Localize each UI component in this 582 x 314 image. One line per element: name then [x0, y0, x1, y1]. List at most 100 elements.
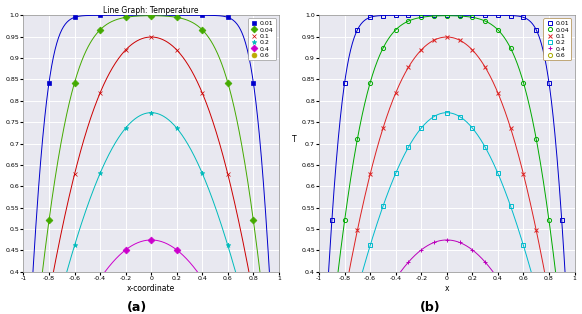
0.01	[520, 15, 527, 19]
Title: Line Graph: Temperature: Line Graph: Temperature	[104, 6, 199, 14]
Line: 0.1: 0.1	[21, 35, 281, 314]
0.01	[354, 28, 361, 32]
0.2	[507, 204, 514, 208]
0.01	[45, 81, 52, 84]
0.01	[250, 81, 257, 84]
0.4	[418, 248, 425, 252]
0.2	[173, 126, 180, 130]
0.1	[250, 293, 257, 297]
Line: 0.4: 0.4	[317, 238, 577, 314]
0.1	[367, 172, 374, 176]
0.2	[494, 171, 501, 175]
0.1	[469, 48, 476, 52]
0.1	[45, 293, 52, 297]
0.04	[443, 14, 450, 18]
0.1	[482, 65, 489, 69]
0.04	[199, 28, 206, 32]
0.04	[71, 81, 78, 84]
0.4	[405, 260, 412, 264]
0.04	[224, 81, 231, 84]
Line: 0.2: 0.2	[317, 111, 577, 314]
0.2	[392, 171, 399, 175]
Line: 0.01: 0.01	[317, 13, 577, 314]
0.04	[482, 19, 489, 23]
Y-axis label: T: T	[292, 135, 297, 143]
0.01	[418, 14, 425, 17]
Line: 0.1: 0.1	[317, 35, 577, 314]
Legend: 0.01, 0.04, 0.1, 0.2, 0.4, 0.6: 0.01, 0.04, 0.1, 0.2, 0.4, 0.6	[247, 19, 276, 60]
0.1	[533, 228, 540, 232]
Line: 0.01: 0.01	[21, 13, 281, 314]
0.1	[379, 127, 386, 130]
0.1	[443, 35, 450, 39]
0.1	[173, 48, 180, 52]
Text: (a): (a)	[127, 301, 147, 314]
0.4	[456, 241, 463, 244]
0.01	[367, 15, 374, 19]
0.1	[71, 172, 78, 176]
0.01	[199, 14, 206, 17]
0.04	[494, 28, 501, 32]
0.1	[545, 293, 552, 297]
0.01	[443, 14, 450, 17]
0.1	[418, 48, 425, 52]
0.1	[392, 91, 399, 95]
0.4	[494, 277, 501, 280]
Legend: 0.01, 0.04, 0.1, 0.2, 0.4, 0.6: 0.01, 0.04, 0.1, 0.2, 0.4, 0.6	[543, 19, 572, 60]
0.2	[469, 126, 476, 130]
0.04	[507, 46, 514, 50]
0.04	[367, 81, 374, 84]
0.04	[545, 219, 552, 222]
0.4	[507, 297, 514, 301]
X-axis label: x-coordinate: x-coordinate	[127, 284, 175, 293]
0.4	[482, 260, 489, 264]
0.04	[456, 14, 463, 18]
0.01	[379, 14, 386, 17]
0.4	[199, 277, 206, 280]
0.01	[173, 14, 180, 17]
0.1	[456, 38, 463, 42]
0.4	[443, 238, 450, 242]
0.2	[379, 204, 386, 208]
0.2	[405, 145, 412, 149]
0.04	[250, 219, 257, 222]
0.4	[97, 277, 104, 280]
0.01	[558, 219, 565, 222]
Line: 0.4: 0.4	[21, 237, 281, 314]
0.2	[148, 111, 155, 115]
0.01	[469, 14, 476, 17]
0.1	[199, 91, 206, 95]
Line: 0.2: 0.2	[21, 110, 281, 314]
0.2	[367, 244, 374, 247]
Text: (b): (b)	[420, 301, 441, 314]
0.01	[545, 81, 552, 84]
0.04	[379, 46, 386, 50]
X-axis label: x: x	[445, 284, 449, 293]
0.04	[533, 137, 540, 141]
0.01	[122, 14, 129, 17]
0.01	[97, 14, 104, 17]
0.04	[122, 15, 129, 19]
0.1	[431, 38, 438, 42]
0.01	[392, 14, 399, 17]
0.2	[97, 171, 104, 175]
0.04	[173, 15, 180, 19]
0.1	[148, 35, 155, 39]
0.1	[520, 172, 527, 176]
0.2	[418, 126, 425, 130]
0.1	[122, 48, 129, 52]
0.2	[482, 145, 489, 149]
0.1	[354, 228, 361, 232]
0.01	[148, 14, 155, 17]
0.01	[224, 15, 231, 19]
Line: 0.04: 0.04	[317, 14, 577, 314]
0.04	[341, 219, 348, 222]
0.01	[431, 14, 438, 17]
0.04	[469, 15, 476, 19]
0.2	[533, 288, 540, 292]
0.01	[507, 14, 514, 17]
0.2	[122, 126, 129, 130]
0.01	[341, 81, 348, 84]
0.04	[354, 137, 361, 141]
0.4	[379, 297, 386, 301]
